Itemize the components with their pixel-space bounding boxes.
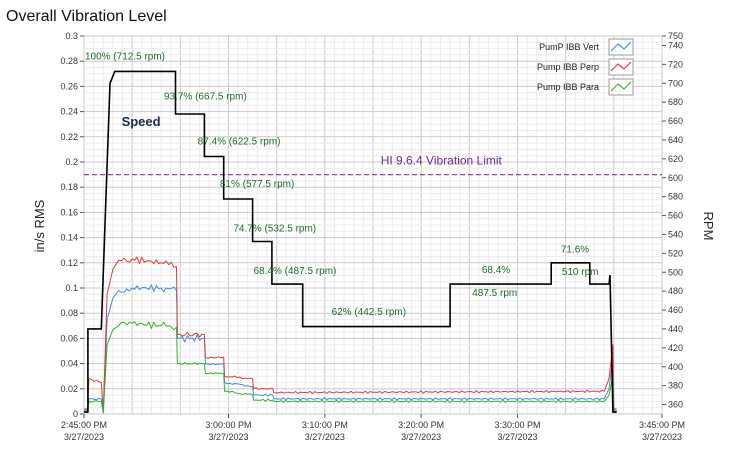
y2-axis-ticks: 360 380 400 420 440 460 480 500 520 540 560 580 600 6… <box>662 31 683 410</box>
y-axis-ticks: 0 0.02 0.04 0.06 0.08 0.1 0.12 0.14 0.16 0.18 0.2 0… <box>60 31 84 419</box>
y-tick-label: 0.04 <box>60 359 78 369</box>
x-tick-date: 3/27/2023 <box>497 432 537 442</box>
y2-tick-label: 380 <box>668 381 683 391</box>
y-tick-label: 0 <box>73 409 78 419</box>
series-line-pump-ibb-perp <box>84 256 617 412</box>
speed-label: Speed <box>122 114 161 129</box>
speed-step-label: 87.4% (622.5 rpm) <box>198 137 281 148</box>
x-tick-date: 3/27/2023 <box>401 432 441 442</box>
y2-tick-label: 680 <box>668 97 683 107</box>
speed-step-label: 71.6% <box>561 244 589 255</box>
y-tick-label: 0.18 <box>60 182 78 192</box>
y2-tick-label: 400 <box>668 362 683 372</box>
x-tick-time: 3:10:00 PM <box>302 420 348 430</box>
legend: PumP IBB Vert Pump IBB Perp Pump IBB Para <box>537 38 634 96</box>
y2-tick-label: 500 <box>668 267 683 277</box>
speed-step-label: 487.5 rpm <box>472 288 517 299</box>
speed-step-label: 74.7% (532.5 rpm) <box>233 224 316 235</box>
x-tick-time: 3:45:00 PM <box>639 420 685 430</box>
y-tick-label: 0.16 <box>60 207 78 217</box>
x-tick-time: 3:30:00 PM <box>494 420 540 430</box>
y2-tick-label: 420 <box>668 343 683 353</box>
y-tick-label: 0.2 <box>65 157 78 167</box>
vibration-limit-label: HI 9.6.4 Vibration Limit <box>381 154 503 168</box>
speed-step-label: 93.7% (667.5 rpm) <box>164 91 247 102</box>
speed-step-label: 510 rpm <box>562 267 599 278</box>
legend-label: Pump IBB Para <box>537 82 599 92</box>
y-tick-label: 0.24 <box>60 107 78 117</box>
x-tick-date: 3/27/2023 <box>642 432 682 442</box>
x-tick-time: 3:20:00 PM <box>398 420 444 430</box>
y-tick-label: 0.06 <box>60 333 78 343</box>
y2-tick-label: 750 <box>668 31 683 41</box>
y2-tick-label: 520 <box>668 248 683 258</box>
y-tick-label: 0.22 <box>60 132 78 142</box>
series-line-pump-ibb-para <box>84 321 617 414</box>
series-line-pump-ibb-vert <box>84 284 617 414</box>
legend-label: PumP IBB Vert <box>539 42 599 52</box>
grid-lines <box>83 35 663 415</box>
y2-tick-label: 640 <box>668 135 683 145</box>
y-axis-label: in/s RMS <box>32 199 47 252</box>
x-tick-time: 3:00:00 PM <box>205 420 251 430</box>
y2-axis-label: RPM <box>701 212 716 241</box>
speed-step-label: 100% (712.5 rpm) <box>85 52 165 63</box>
x-tick-time: 2:45:00 PM <box>61 420 107 430</box>
x-tick-date: 3/27/2023 <box>208 432 248 442</box>
legend-swatch-line <box>610 61 632 72</box>
y-tick-label: 0.1 <box>65 283 78 293</box>
y-tick-label: 0.08 <box>60 308 78 318</box>
series-line-speed <box>84 70 617 413</box>
y-tick-label: 0.28 <box>60 56 78 66</box>
y2-tick-label: 360 <box>668 400 683 410</box>
y2-tick-label: 540 <box>668 229 683 239</box>
y2-tick-label: 460 <box>668 305 683 315</box>
x-tick-date: 3/27/2023 <box>64 432 104 442</box>
speed-step-annotations: 100% (712.5 rpm) 93.7% (667.5 rpm) 87.4% (… <box>85 52 599 318</box>
legend-label: Pump IBB Perp <box>537 62 599 72</box>
vibration-series <box>84 256 617 414</box>
speed-step-label: 68.4% (487.5 rpm) <box>254 266 337 277</box>
y2-tick-label: 740 <box>668 40 683 50</box>
y-tick-label: 0.14 <box>60 233 78 243</box>
y2-tick-label: 720 <box>668 59 683 69</box>
y2-tick-label: 620 <box>668 154 683 164</box>
y2-tick-label: 480 <box>668 286 683 296</box>
y2-tick-label: 580 <box>668 192 683 202</box>
y-tick-label: 0.02 <box>60 384 78 394</box>
x-tick-date: 3/27/2023 <box>305 432 345 442</box>
x-axis-ticks: 2:45:00 PM 3/27/2023 3:00:00 PM 3/27/2023 3:… <box>61 414 685 442</box>
y2-tick-label: 560 <box>668 211 683 221</box>
y-tick-label: 0.3 <box>65 31 78 41</box>
speed-step-label: 68.4% <box>482 265 510 276</box>
legend-swatch-line <box>610 81 632 92</box>
y-tick-label: 0.12 <box>60 258 78 268</box>
y-tick-label: 0.26 <box>60 81 78 91</box>
panel-title: Overall Vibration Level <box>6 8 167 25</box>
speed-step-label: 62% (442.5 rpm) <box>332 307 406 318</box>
y2-tick-label: 660 <box>668 116 683 126</box>
y2-tick-label: 440 <box>668 324 683 334</box>
y2-tick-label: 600 <box>668 173 683 183</box>
y2-tick-label: 700 <box>668 78 683 88</box>
speed-step-label: 81% (577.5 rpm) <box>220 179 294 190</box>
legend-swatch-line <box>610 41 632 52</box>
